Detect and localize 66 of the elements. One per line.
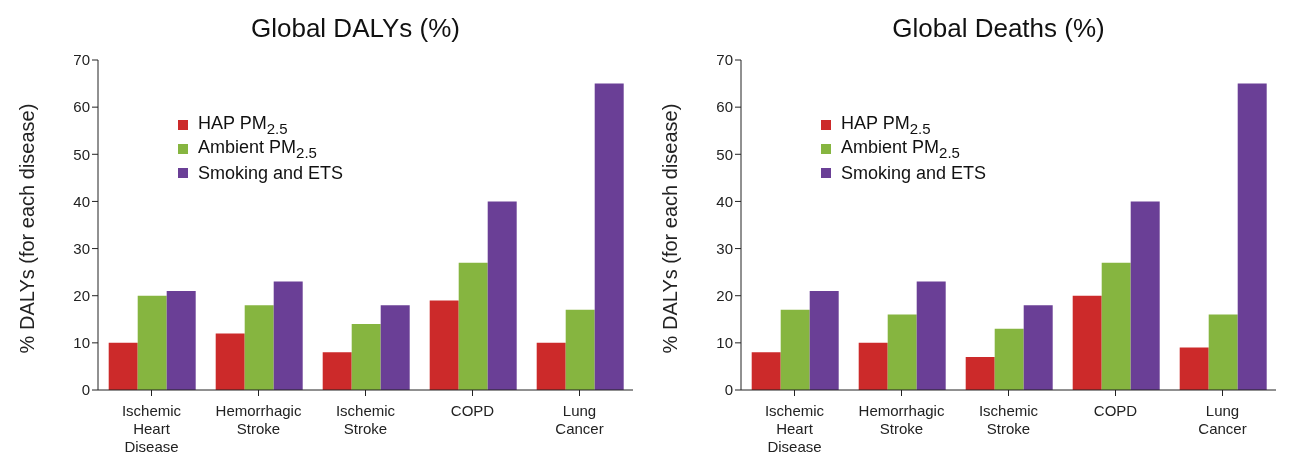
bar <box>565 309 595 390</box>
bar <box>594 83 624 390</box>
x-tick-label: Hemorrhagic Stroke <box>858 402 945 437</box>
bar <box>809 291 839 390</box>
x-tick-label: Lung Cancer <box>555 402 604 437</box>
bar <box>108 342 138 390</box>
bar <box>458 262 488 390</box>
bar <box>887 314 917 390</box>
legend-label: HAP PM$_{2.5}$ <box>841 113 931 137</box>
bar <box>244 305 274 390</box>
bar <box>1208 314 1238 390</box>
bar <box>780 309 810 390</box>
bar <box>273 281 303 390</box>
y-axis-title: % DALYs (for each disease) <box>659 103 683 353</box>
x-tick-label: Ischemic Stroke <box>978 402 1039 437</box>
bar <box>994 328 1024 390</box>
bar <box>916 281 946 390</box>
legend-label: Smoking and ETS <box>198 162 344 184</box>
bar <box>1072 295 1102 390</box>
legend-label: Smoking and ETS <box>841 162 987 184</box>
bar <box>487 201 517 390</box>
bar <box>1179 347 1209 390</box>
y-tick-label: 40 <box>73 192 90 210</box>
legend-label: Ambient PM$_{2.5}$ <box>198 137 317 161</box>
y-axis-title: % DALYs (for each disease) <box>16 103 40 353</box>
bar <box>751 352 781 390</box>
bar <box>166 291 196 390</box>
y-tick-label: 60 <box>716 98 733 116</box>
bar <box>1130 201 1160 390</box>
y-tick-label: 60 <box>73 98 90 116</box>
bar <box>965 357 995 390</box>
bar <box>536 342 566 390</box>
bar <box>351 324 381 390</box>
y-tick-label: 40 <box>716 192 733 210</box>
y-tick-label: 30 <box>73 239 90 257</box>
legend-label: Ambient PM$_{2.5}$ <box>841 137 960 161</box>
bar <box>1237 83 1267 390</box>
x-tick-label: Lung Cancer <box>1198 402 1247 437</box>
x-tick-label: Ischemic Stroke <box>335 402 396 437</box>
y-tick-label: 10 <box>73 334 90 352</box>
y-tick-label: 30 <box>716 239 733 257</box>
bar <box>322 352 352 390</box>
x-tick-label: COPD <box>450 402 495 419</box>
bar <box>215 333 245 390</box>
bar <box>1101 262 1131 390</box>
chart-title: Global DALYs (%) <box>250 12 461 45</box>
y-tick-label: 50 <box>716 145 733 163</box>
x-tick-label: Hemorrhagic Stroke <box>215 402 302 437</box>
bar <box>429 300 459 390</box>
y-tick-label: 0 <box>724 381 733 399</box>
y-tick-label: 20 <box>716 287 733 305</box>
bar <box>1023 305 1053 390</box>
bar <box>380 305 410 390</box>
bar <box>137 295 167 390</box>
legend-label: HAP PM$_{2.5}$ <box>198 113 288 137</box>
x-tick-label: Ischemic Heart Disease <box>764 402 825 455</box>
chart-title: Global Deaths (%) <box>891 12 1106 45</box>
y-tick-label: 70 <box>73 51 90 69</box>
y-tick-label: 10 <box>716 334 733 352</box>
x-tick-label: Ischemic Heart Disease <box>121 402 182 455</box>
y-tick-label: 20 <box>73 287 90 305</box>
y-tick-label: 0 <box>81 381 90 399</box>
y-tick-label: 70 <box>716 51 733 69</box>
bar <box>858 342 888 390</box>
x-tick-label: COPD <box>1093 402 1138 419</box>
y-tick-label: 50 <box>73 145 90 163</box>
